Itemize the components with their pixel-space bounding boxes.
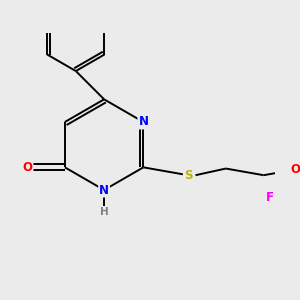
- Text: O: O: [290, 163, 300, 176]
- Text: H: H: [100, 207, 109, 218]
- Text: S: S: [184, 169, 192, 182]
- Text: N: N: [138, 116, 148, 128]
- Text: N: N: [99, 184, 109, 196]
- Text: F: F: [266, 191, 274, 204]
- Text: O: O: [22, 161, 32, 174]
